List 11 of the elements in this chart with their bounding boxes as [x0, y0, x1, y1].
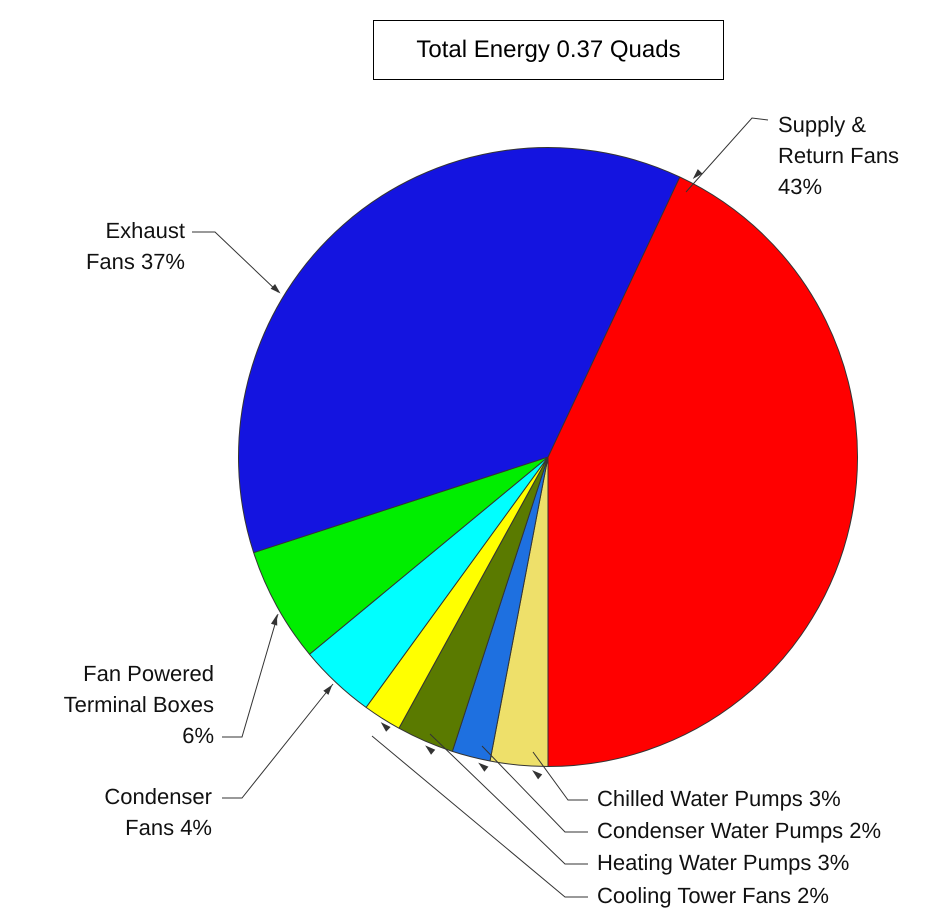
- slice-label: Condenser Water Pumps 2%: [597, 818, 882, 844]
- slice-label: Supply & Return Fans: [778, 112, 900, 168]
- slice-label: Exhaust Fans 37%: [86, 218, 185, 274]
- slice-label: Cooling Tower Fans 2%: [597, 883, 829, 908]
- data-label: 43%: [778, 174, 822, 200]
- slice-label: Chilled Water Pumps 3%: [597, 786, 841, 812]
- data-label: 6%: [182, 723, 214, 748]
- slice-label: Fan Powered Terminal Boxes: [64, 661, 214, 718]
- chart-title: Total Energy 0.37 Quads: [373, 20, 724, 80]
- slice-label: Condenser Fans 4%: [104, 784, 212, 840]
- slice-label: Heating Water Pumps 3%: [597, 850, 850, 876]
